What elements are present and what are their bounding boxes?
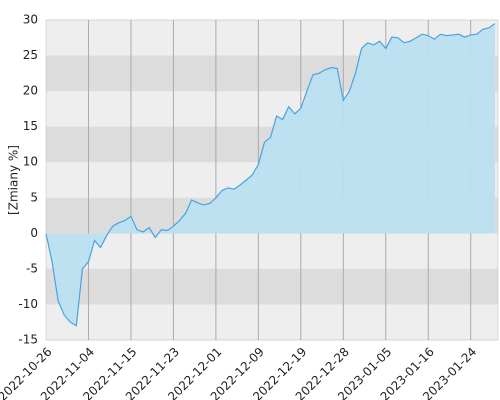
y-tick-label: -15 xyxy=(18,333,38,347)
y-tick-label: 15 xyxy=(23,119,38,133)
line xyxy=(45,23,496,327)
grid-band xyxy=(46,268,498,305)
y-tick-label: 30 xyxy=(23,13,38,27)
y-tick-label: 10 xyxy=(23,155,38,169)
y-tick-label: -5 xyxy=(26,261,38,275)
y-tick-label: -10 xyxy=(18,297,38,311)
y-tick-label: 20 xyxy=(23,84,38,98)
y-tick-label: 25 xyxy=(23,48,38,62)
y-tick-label: 0 xyxy=(30,226,38,240)
y-axis-label: [Zmiany %] xyxy=(7,145,21,215)
area xyxy=(46,23,495,326)
y-tick-label: 5 xyxy=(30,190,38,204)
plot-border xyxy=(45,19,499,341)
